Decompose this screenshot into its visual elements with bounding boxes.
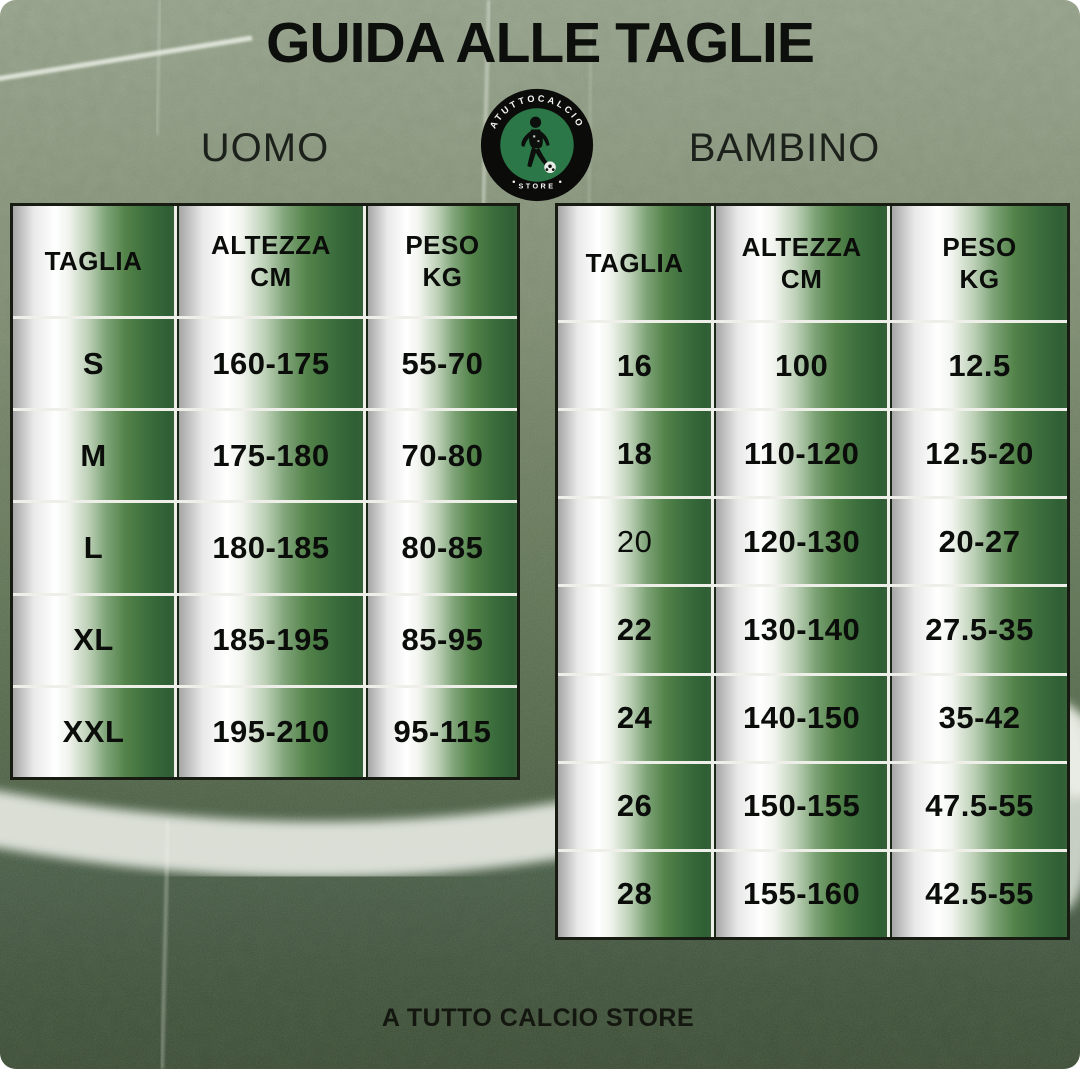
table-row: 24 140-150 35-42 [558,675,1067,761]
table-cell: 28 [558,851,712,937]
table-header-row: TAGLIA ALTEZZA CM PESO KG [558,206,1067,320]
footer-store-name: A TUTTO CALCIO STORE [381,1004,695,1032]
table-cell: XXL [13,687,175,778]
table-cell: 20-27 [890,499,1067,585]
table-header-row: TAGLIA ALTEZZA CM PESO KG [13,206,517,316]
table-cell: 16 [558,323,712,409]
table-cell: 130-140 [714,587,888,673]
page-title: GUIDA ALLE TAGLIE [266,11,815,75]
section-label-bambino: BAMBINO [688,126,881,170]
table-cell: 195-210 [177,687,363,778]
size-table-uomo: TAGLIA ALTEZZA CM PESO KG S 160-175 55-70 M 175-1… [10,203,520,780]
table-row: 18 110-120 12.5-20 [558,411,1067,497]
table-cell: 160-175 [177,319,363,409]
header-cell: PESO KG [890,206,1067,320]
header-cell: PESO KG [365,206,517,316]
table-cell: 95-115 [365,687,517,778]
table-cell: 55-70 [365,319,517,409]
logo-bottom-text: STORE [519,182,556,191]
table-cell: M [13,411,175,501]
table-cell: 26 [558,763,712,849]
table-cell: L [13,503,175,593]
header-cell: ALTEZZA CM [177,206,363,316]
size-table-bambino: TAGLIA ALTEZZA CM PESO KG 16 100 12.5 18 110-120 1… [555,203,1070,940]
table-row: 16 100 12.5 [558,323,1067,409]
table-row: XXL 195-210 95-115 [13,687,517,778]
table-row: M 175-180 70-80 [13,411,517,501]
table-cell: 47.5-55 [890,763,1067,849]
table-row: L 180-185 80-85 [13,503,517,593]
table-cell: 185-195 [177,595,363,685]
store-logo: ATUTTOCALCIO STORE [479,87,595,203]
table-cell: 24 [558,675,712,761]
table-row: 26 150-155 47.5-55 [558,763,1067,849]
section-label-uomo: UOMO [200,126,330,170]
store-logo-icon: ATUTTOCALCIO STORE [480,88,594,202]
table-cell: 20 [558,499,712,585]
table-cell: 70-80 [365,411,517,501]
table-cell: 12.5-20 [890,411,1067,497]
table-cell: 12.5 [890,323,1067,409]
soccer-ball-icon [544,161,556,174]
table-cell: S [13,319,175,409]
table-row: XL 185-195 85-95 [13,595,517,685]
header-cell: TAGLIA [13,206,175,316]
table-cell: 150-155 [714,763,888,849]
table-cell: 180-185 [177,503,363,593]
table-cell: 35-42 [890,675,1067,761]
table-row: 28 155-160 42.5-55 [558,851,1067,937]
table-cell: 120-130 [714,499,888,585]
table-cell: XL [13,595,175,685]
table-cell: 18 [558,411,712,497]
header-cell: TAGLIA [558,206,712,320]
table-cell: 140-150 [714,675,888,761]
table-row: S 160-175 55-70 [13,319,517,409]
footballer-icon [521,116,550,168]
table-row: 20 120-130 20-27 [558,499,1067,585]
table-cell: 110-120 [714,411,888,497]
table-cell: 42.5-55 [890,851,1067,937]
table-cell: 80-85 [365,503,517,593]
table-cell: 175-180 [177,411,363,501]
table-cell: 22 [558,587,712,673]
table-cell: 155-160 [714,851,888,937]
table-cell: 85-95 [365,595,517,685]
header-cell: ALTEZZA CM [714,206,888,320]
table-cell: 100 [714,323,888,409]
table-cell: 27.5-35 [890,587,1067,673]
table-row: 22 130-140 27.5-35 [558,587,1067,673]
